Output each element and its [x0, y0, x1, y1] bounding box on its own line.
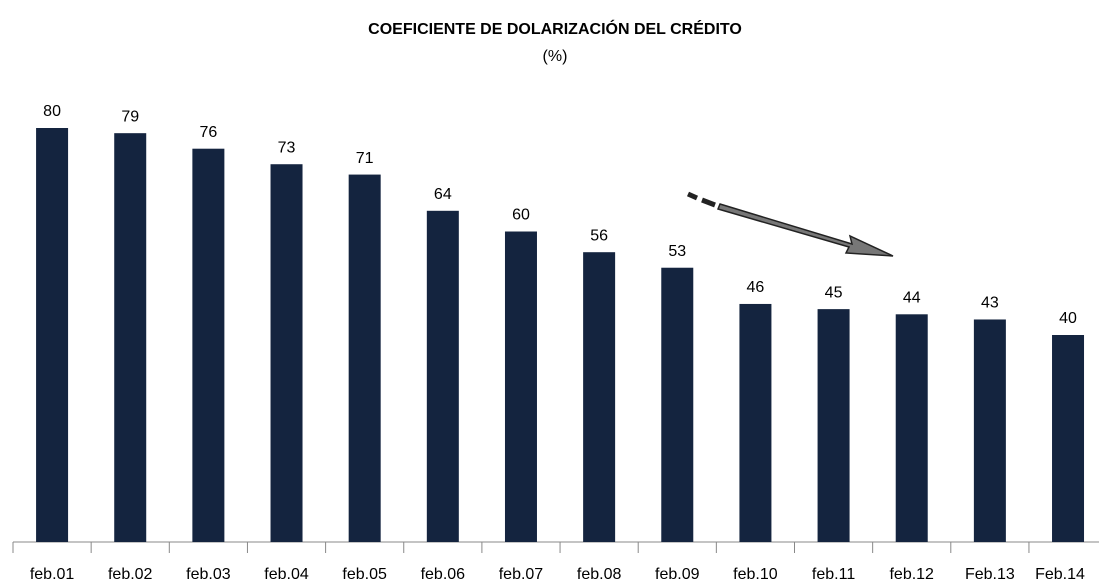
- bar: [504, 231, 537, 542]
- bar: [661, 267, 694, 542]
- arrow: [716, 203, 894, 257]
- value-label: 60: [512, 207, 530, 224]
- chart-subtitle: (%): [543, 48, 568, 65]
- value-label: 79: [121, 108, 139, 125]
- x-tick-label: Feb.13: [965, 566, 1015, 583]
- bar: [114, 133, 147, 543]
- x-tick-label: Feb.14: [1035, 566, 1085, 583]
- chart-title: COEFICIENTE DE DOLARIZACIÓN DEL CRÉDITO: [368, 19, 742, 38]
- bar: [36, 128, 69, 542]
- value-label: 53: [668, 243, 686, 260]
- value-label: 80: [43, 103, 61, 120]
- value-label: 45: [825, 284, 843, 301]
- x-tick-label: feb.12: [889, 566, 934, 583]
- value-label: 56: [590, 227, 608, 244]
- value-label: 44: [903, 290, 921, 307]
- value-label: 73: [278, 139, 296, 156]
- x-tick-label: feb.08: [577, 566, 622, 583]
- x-tick-label: feb.10: [733, 566, 778, 583]
- x-tick-label: feb.03: [186, 566, 231, 583]
- value-label: 71: [356, 150, 374, 167]
- x-tick-label: feb.11: [812, 566, 855, 583]
- x-tick-label: feb.04: [264, 566, 309, 583]
- arrow-dash: [686, 191, 699, 201]
- value-label: 43: [981, 295, 999, 312]
- bar: [348, 174, 381, 542]
- bar: [817, 309, 850, 542]
- bar: [973, 319, 1006, 542]
- bar: [1052, 335, 1085, 542]
- bar: [739, 303, 772, 542]
- x-tick-label: feb.06: [421, 566, 466, 583]
- bar: [583, 252, 616, 542]
- value-label: 40: [1059, 310, 1077, 327]
- bar: [895, 314, 928, 542]
- x-tick-label: feb.01: [30, 566, 75, 583]
- value-label: 64: [434, 186, 452, 203]
- x-tick-label: feb.09: [655, 566, 700, 583]
- bar: [192, 148, 225, 542]
- arrow-dash: [701, 197, 716, 208]
- value-label: 46: [747, 279, 765, 296]
- x-tick-label: feb.05: [342, 566, 387, 583]
- x-tick-label: feb.07: [499, 566, 544, 583]
- bar: [426, 210, 459, 543]
- bar: [270, 164, 303, 542]
- value-label: 76: [199, 124, 217, 141]
- x-tick-label: feb.02: [108, 566, 153, 583]
- trend-arrow: [686, 191, 894, 257]
